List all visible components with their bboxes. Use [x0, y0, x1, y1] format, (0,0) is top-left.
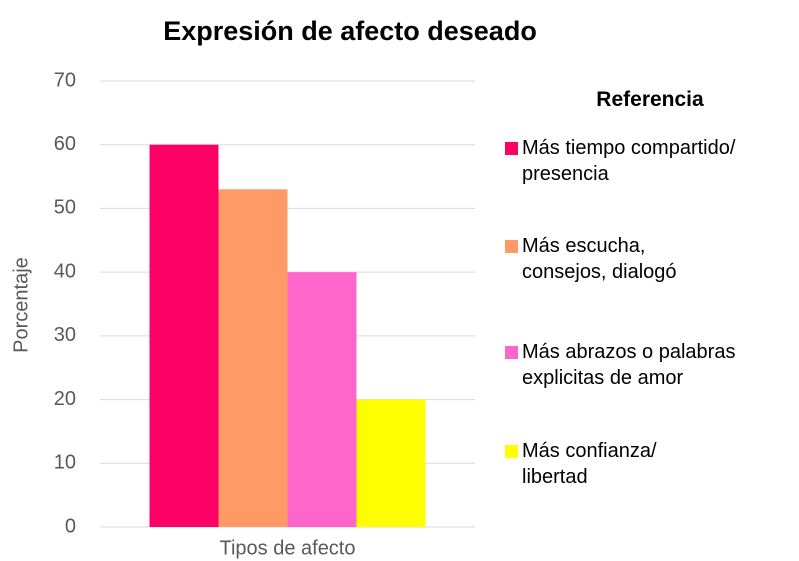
y-tick-label: 0 [65, 515, 76, 537]
y-tick-label: 50 [54, 197, 76, 219]
y-tick-label: 40 [54, 260, 76, 282]
bar [287, 272, 357, 527]
chart-title: Expresión de afecto deseado [163, 16, 537, 46]
bar [149, 144, 219, 527]
y-tick-label: 60 [54, 133, 76, 155]
legend-swatch [505, 346, 518, 359]
legend-swatch [505, 240, 518, 253]
legend-item: Más escucha, consejos, dialogó [505, 233, 795, 285]
bar [356, 399, 426, 527]
legend-label: Más confianza/ libertad [522, 440, 657, 488]
legend-item: Más confianza/ libertad [505, 438, 795, 490]
legend-swatch [505, 142, 518, 155]
legend-label: Más tiempo compartido/ presencia [522, 137, 736, 185]
x-tick-label: Tipos de afecto [219, 537, 355, 559]
legend-item: Más abrazos o palabras explicitas de amo… [505, 339, 795, 391]
legend-item: Más tiempo compartido/ presencia [505, 135, 795, 187]
bar [218, 189, 288, 528]
legend-swatch [505, 445, 518, 458]
legend-label: Más abrazos o palabras explicitas de amo… [522, 341, 736, 389]
y-tick-label: 10 [54, 452, 76, 474]
y-axis-label: Porcentaje [10, 257, 32, 353]
y-tick-label: 20 [54, 388, 76, 410]
y-tick-label: 30 [54, 324, 76, 346]
legend-title: Referencia [596, 88, 704, 111]
y-tick-label: 70 [54, 69, 76, 91]
legend-label: Más escucha, consejos, dialogó [522, 235, 677, 283]
